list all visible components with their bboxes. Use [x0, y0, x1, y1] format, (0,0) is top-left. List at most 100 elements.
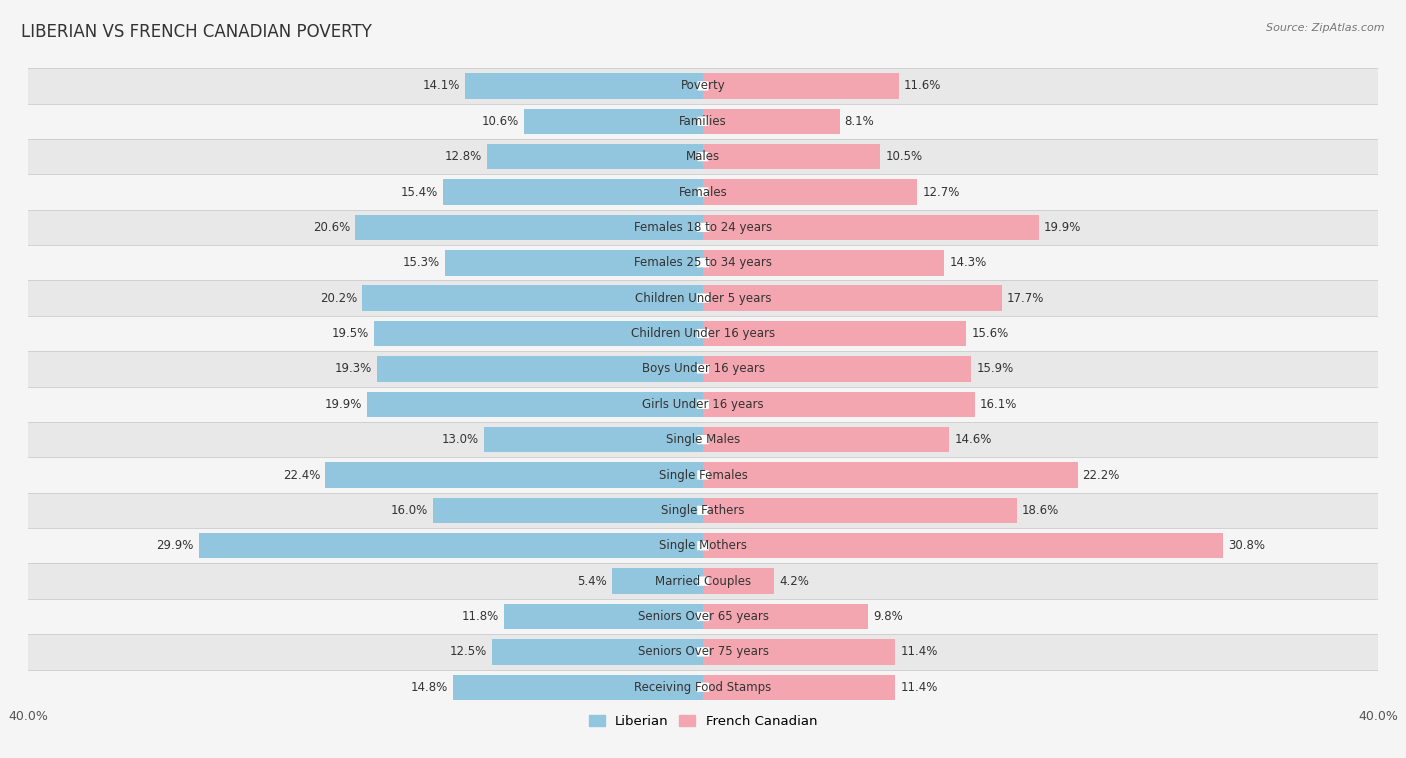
FancyBboxPatch shape	[697, 81, 709, 90]
Bar	[28, 174, 1378, 210]
FancyBboxPatch shape	[697, 329, 709, 338]
Bar	[28, 599, 1378, 634]
Bar	[377, 356, 703, 381]
Bar	[198, 533, 703, 559]
Text: 10.5%: 10.5%	[886, 150, 922, 163]
Text: 12.7%: 12.7%	[922, 186, 960, 199]
Text: 19.9%: 19.9%	[325, 398, 363, 411]
Bar	[28, 422, 1378, 457]
Bar	[374, 321, 703, 346]
Bar	[703, 462, 1077, 487]
Bar	[703, 215, 1039, 240]
FancyBboxPatch shape	[697, 187, 709, 196]
Bar	[28, 493, 1378, 528]
FancyBboxPatch shape	[697, 506, 709, 515]
Text: Children Under 16 years: Children Under 16 years	[631, 327, 775, 340]
FancyBboxPatch shape	[697, 541, 709, 550]
Text: 14.3%: 14.3%	[949, 256, 987, 269]
Bar	[443, 180, 703, 205]
Text: 16.0%: 16.0%	[391, 504, 427, 517]
Bar	[28, 669, 1378, 705]
Text: 13.0%: 13.0%	[441, 433, 478, 446]
Text: Single Mothers: Single Mothers	[659, 539, 747, 553]
Text: Females: Females	[679, 186, 727, 199]
Bar	[703, 250, 945, 275]
Text: 14.8%: 14.8%	[411, 681, 449, 694]
Bar	[465, 74, 703, 99]
Bar	[703, 427, 949, 453]
Bar	[486, 144, 703, 169]
Bar	[325, 462, 703, 487]
Bar	[703, 675, 896, 700]
Bar	[703, 392, 974, 417]
Text: Married Couples: Married Couples	[655, 575, 751, 587]
Text: 12.8%: 12.8%	[444, 150, 482, 163]
FancyBboxPatch shape	[697, 365, 709, 374]
FancyBboxPatch shape	[697, 223, 709, 232]
FancyBboxPatch shape	[697, 399, 709, 409]
Bar	[703, 604, 869, 629]
Text: 19.9%: 19.9%	[1043, 221, 1081, 234]
Bar	[703, 568, 773, 594]
Bar	[28, 104, 1378, 139]
Text: 5.4%: 5.4%	[576, 575, 607, 587]
Bar	[28, 316, 1378, 351]
Text: 11.4%: 11.4%	[900, 645, 938, 659]
Bar	[28, 457, 1378, 493]
Bar	[28, 634, 1378, 669]
Text: Females 25 to 34 years: Females 25 to 34 years	[634, 256, 772, 269]
Bar	[703, 498, 1017, 523]
Bar	[453, 675, 703, 700]
Text: Single Males: Single Males	[666, 433, 740, 446]
Text: 30.8%: 30.8%	[1227, 539, 1265, 553]
Text: 12.5%: 12.5%	[450, 645, 486, 659]
FancyBboxPatch shape	[697, 117, 709, 126]
Text: Single Females: Single Females	[658, 468, 748, 481]
Text: Source: ZipAtlas.com: Source: ZipAtlas.com	[1267, 23, 1385, 33]
Text: 20.6%: 20.6%	[314, 221, 350, 234]
Text: 16.1%: 16.1%	[980, 398, 1017, 411]
Text: 9.8%: 9.8%	[873, 610, 903, 623]
Bar	[524, 108, 703, 134]
Bar	[503, 604, 703, 629]
FancyBboxPatch shape	[697, 683, 709, 692]
Text: Children Under 5 years: Children Under 5 years	[634, 292, 772, 305]
Bar	[444, 250, 703, 275]
Bar	[703, 356, 972, 381]
Text: Girls Under 16 years: Girls Under 16 years	[643, 398, 763, 411]
Text: 18.6%: 18.6%	[1022, 504, 1059, 517]
Text: 20.2%: 20.2%	[321, 292, 357, 305]
Bar	[28, 387, 1378, 422]
Bar	[612, 568, 703, 594]
Text: 10.6%: 10.6%	[482, 114, 519, 128]
Text: 22.4%: 22.4%	[283, 468, 321, 481]
Bar	[356, 215, 703, 240]
FancyBboxPatch shape	[697, 647, 709, 656]
Bar	[363, 286, 703, 311]
Text: Males: Males	[686, 150, 720, 163]
Text: 11.4%: 11.4%	[900, 681, 938, 694]
Text: 19.3%: 19.3%	[335, 362, 373, 375]
Text: 15.9%: 15.9%	[976, 362, 1014, 375]
Bar	[28, 351, 1378, 387]
FancyBboxPatch shape	[697, 471, 709, 480]
Bar	[492, 639, 703, 665]
Bar	[703, 180, 917, 205]
Legend: Liberian, French Canadian: Liberian, French Canadian	[583, 709, 823, 733]
Text: 29.9%: 29.9%	[156, 539, 194, 553]
Bar	[28, 245, 1378, 280]
FancyBboxPatch shape	[697, 293, 709, 302]
Text: 11.8%: 11.8%	[461, 610, 499, 623]
Bar	[703, 144, 880, 169]
FancyBboxPatch shape	[697, 577, 709, 586]
Bar	[703, 108, 839, 134]
Text: Females 18 to 24 years: Females 18 to 24 years	[634, 221, 772, 234]
Bar	[703, 74, 898, 99]
Bar	[28, 210, 1378, 245]
Bar	[703, 533, 1223, 559]
Text: 4.2%: 4.2%	[779, 575, 808, 587]
Text: 22.2%: 22.2%	[1083, 468, 1121, 481]
Text: 11.6%: 11.6%	[904, 80, 941, 92]
Text: Boys Under 16 years: Boys Under 16 years	[641, 362, 765, 375]
FancyBboxPatch shape	[697, 435, 709, 444]
